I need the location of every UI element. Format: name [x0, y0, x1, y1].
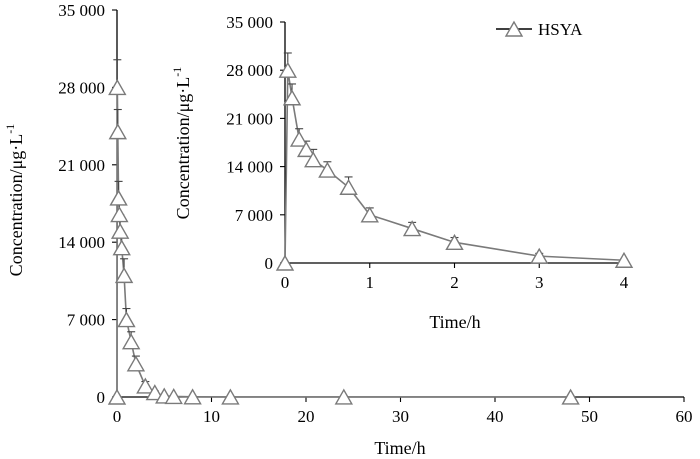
inset-data-point — [304, 151, 323, 168]
inset-data-point — [275, 254, 295, 271]
inset-y-tick-label: 35 000 — [226, 13, 273, 32]
main-data-point — [145, 384, 165, 401]
main-y-tick-label: 28 000 — [58, 78, 105, 97]
inset-x-tick-label: 4 — [620, 273, 629, 292]
inset-y-tick-label: 7 000 — [235, 206, 273, 225]
main-data-point — [183, 388, 202, 405]
inset-data-point — [445, 233, 464, 251]
main-y-tick-label: 7 000 — [67, 311, 105, 330]
main-y-tick-label: 0 — [97, 388, 106, 407]
main-y-axis-title-superscript: -1 — [3, 124, 17, 134]
main-data-point — [136, 377, 155, 394]
inset-y-axis-title-superscript: -1 — [170, 67, 184, 77]
inset-data-point — [614, 251, 634, 268]
main-x-tick-label: 20 — [298, 407, 315, 426]
inset-data-point — [360, 206, 379, 223]
inset-data-point — [339, 178, 358, 195]
inset-y-tick-label: 0 — [265, 254, 274, 273]
main-x-tick-label: 40 — [487, 407, 504, 426]
main-data-point — [561, 388, 580, 405]
main-data-point — [109, 189, 128, 206]
inset-data-point — [282, 89, 302, 106]
main-data-point — [114, 266, 134, 284]
main-data-point — [107, 388, 127, 405]
main-data-point — [164, 388, 183, 405]
main-data-point — [117, 311, 136, 328]
main-data-point — [112, 239, 131, 256]
inset-y-axis-title: Concentration/μg·L-1 — [170, 67, 193, 220]
inset-y-tick-label: 21 000 — [226, 109, 273, 128]
inset-data-point — [289, 130, 309, 147]
main-y-axis-title-text: Concentration/μg·L — [6, 134, 26, 277]
inset-data-point — [296, 140, 316, 158]
inset-x-tick-label: 3 — [535, 273, 544, 292]
inset-y-axis-title-text: Concentration/μg·L — [173, 77, 193, 220]
main-data-point — [126, 355, 146, 372]
inset-data-point — [278, 61, 298, 78]
inset-x-tick-label: 0 — [281, 273, 290, 292]
inset-x-tick-label: 2 — [450, 273, 459, 292]
main-y-tick-label: 35 000 — [58, 1, 105, 20]
main-x-tick-label: 50 — [581, 407, 598, 426]
main-data-point — [108, 78, 127, 96]
legend-marker — [504, 20, 524, 37]
legend-label: HSYA — [538, 20, 583, 39]
main-data-point — [221, 388, 240, 405]
main-y-tick-label: 21 000 — [58, 156, 105, 175]
inset-data-point — [530, 247, 549, 264]
inset-x-tick-label: 1 — [366, 273, 375, 292]
inset-x-axis-title: Time/h — [429, 312, 480, 332]
main-x-axis-title: Time/h — [374, 438, 425, 458]
inset-y-tick-label: 28 000 — [226, 61, 273, 80]
main-x-tick-label: 60 — [676, 407, 693, 426]
main-data-point — [121, 333, 141, 350]
main-y-tick-label: 14 000 — [58, 233, 105, 252]
main-x-tick-label: 10 — [203, 407, 220, 426]
inset-panel: 0 7 000 14 000 21 000 28 000 35 000 0 1 2 3 4 Time/… — [170, 13, 634, 332]
inset-data-point — [402, 220, 422, 237]
inset-y-tick-label: 14 000 — [226, 158, 273, 177]
inset-data-point — [318, 161, 337, 178]
main-data-point — [110, 206, 129, 223]
main-y-axis-title: Concentration/μg·L-1 — [3, 124, 26, 277]
main-x-tick-label: 30 — [392, 407, 409, 426]
main-data-point — [334, 388, 354, 405]
main-data-point — [108, 123, 127, 140]
main-x-tick-label: 0 — [113, 407, 122, 426]
main-data-point — [110, 222, 130, 239]
